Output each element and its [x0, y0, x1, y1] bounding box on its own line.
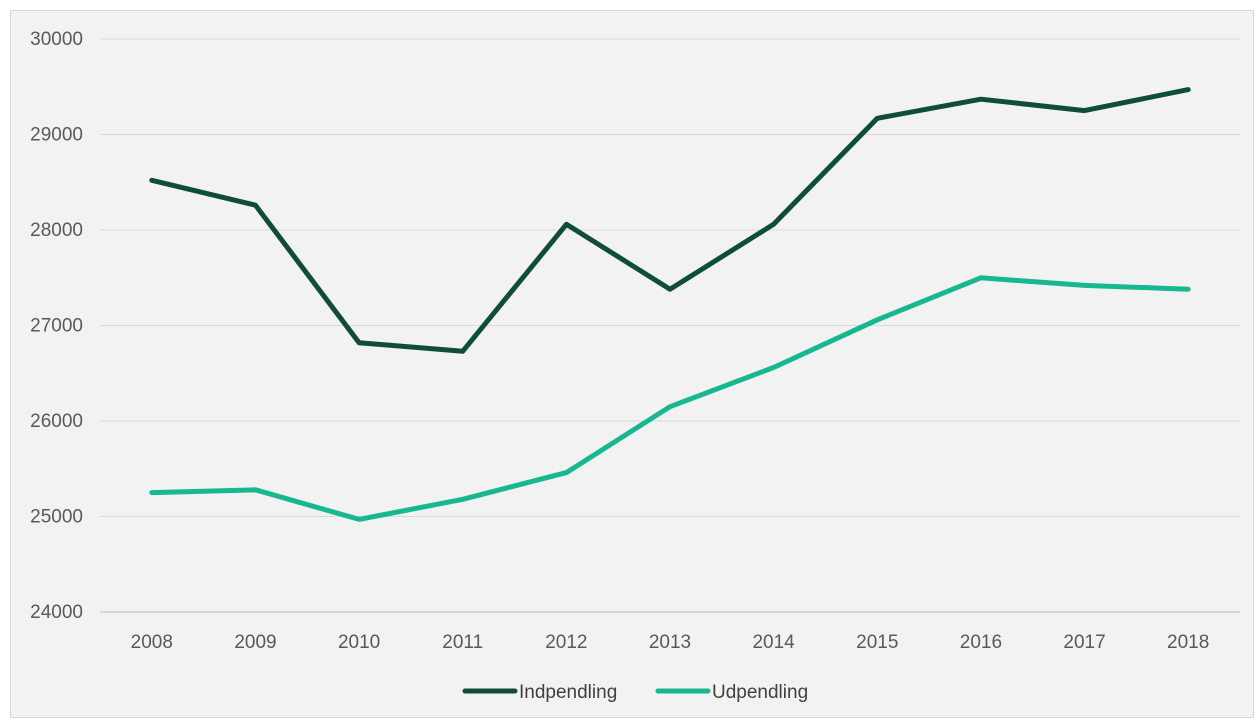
x-axis-tick-labels: 2008 2009 2010 2011 2012 2013 2014 2015 2016 2017…	[131, 632, 1210, 653]
series-line-indpendling	[149, 87, 1191, 354]
x-tick-label: 2018	[1167, 632, 1209, 653]
y-tick-label: 27000	[30, 316, 83, 337]
x-tick-label: 2012	[545, 632, 587, 653]
y-tick-label: 26000	[30, 411, 83, 432]
x-tick-label: 2015	[856, 632, 898, 653]
y-tick-label: 30000	[30, 29, 83, 50]
x-tick-label: 2010	[338, 632, 380, 653]
y-tick-label: 28000	[30, 220, 83, 241]
x-tick-label: 2016	[960, 632, 1002, 653]
x-tick-label: 2011	[442, 632, 483, 653]
y-tick-label: 29000	[30, 125, 83, 146]
legend-label-udpendling: Udpendling	[712, 682, 808, 703]
legend-label-indpendling: Indpendling	[519, 682, 617, 703]
x-tick-label: 2017	[1063, 632, 1105, 653]
series-line-udpendling	[149, 275, 1191, 522]
y-axis-tick-labels: 24000 25000 26000 27000 28000 29000 30000	[30, 29, 83, 623]
x-tick-label: 2009	[234, 632, 276, 653]
legend: Indpendling Udpendling	[462, 682, 808, 703]
x-tick-label: 2014	[752, 632, 795, 653]
y-tick-label: 24000	[30, 602, 83, 623]
chart-area	[10, 10, 1254, 718]
x-tick-label: 2008	[131, 632, 173, 653]
gridlines	[100, 38, 1240, 613]
x-tick-label: 2013	[649, 632, 691, 653]
series-lines	[149, 87, 1191, 522]
y-tick-label: 25000	[30, 507, 83, 528]
